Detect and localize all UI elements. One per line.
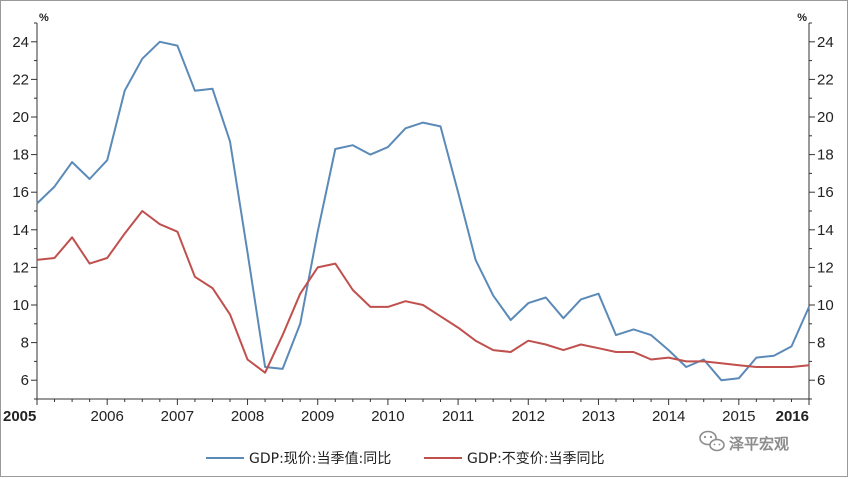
y-unit-label-left: %: [39, 12, 49, 24]
x-tick-label: 2012: [512, 408, 545, 425]
legend-label-1: GDP:现价:当季值:同比: [249, 451, 391, 467]
y-tick-label-left: 22: [12, 71, 29, 88]
y-tick-label-right: 20: [817, 109, 834, 126]
x-tick-label: 2006: [90, 408, 123, 425]
y-tick-label-right: 8: [817, 335, 825, 352]
series-line-2: [36, 210, 810, 374]
series-line-1: [36, 40, 810, 382]
y-tick-label-right: 16: [817, 184, 834, 201]
x-tick-label: 2005: [3, 408, 36, 425]
y-tick-label-left: 8: [21, 335, 29, 352]
x-tick-label: 2011: [442, 408, 474, 425]
x-tick-label: 2013: [582, 408, 615, 425]
wechat-icon: [699, 430, 725, 452]
y-tick-label-right: 6: [817, 372, 825, 389]
x-tick-label: 2014: [652, 408, 685, 425]
x-tick-label: 2015: [722, 408, 755, 425]
y-tick-label-left: 24: [12, 34, 29, 51]
y-tick-label-left: 20: [12, 109, 29, 126]
axes: 6 6 8 8 10 10 12 12 14 14 16 16 18 18 20 20 22 22 24 24% % 20…: [3, 12, 834, 425]
y-tick-label-left: 14: [12, 222, 29, 239]
y-tick-label-right: 22: [817, 71, 834, 88]
y-tick-label-left: 18: [12, 147, 29, 164]
x-tick-label: 2010: [371, 408, 404, 425]
y-tick-label-right: 12: [817, 259, 834, 276]
y-tick-label-right: 10: [817, 297, 834, 314]
y-tick-label-right: 24: [817, 34, 834, 51]
x-tick-label: 2016: [776, 408, 809, 425]
y-unit-label-right: %: [797, 12, 807, 24]
y-tick-label-right: 14: [817, 222, 834, 239]
legend-label-2: GDP:不变价:当季同比: [467, 451, 605, 467]
y-tick-label-left: 6: [21, 372, 29, 389]
watermark: 泽平宏观: [699, 430, 789, 453]
y-tick-label-left: 10: [12, 297, 29, 314]
x-tick-label: 2007: [161, 408, 194, 425]
y-tick-label-left: 12: [12, 259, 29, 276]
y-tick-label-right: 18: [817, 147, 834, 164]
watermark-text: 泽平宏观: [729, 435, 789, 453]
y-tick-label-left: 16: [12, 184, 29, 201]
x-tick-label: 2009: [301, 408, 334, 425]
x-tick-label: 2008: [231, 408, 264, 425]
legend: GDP:现价:当季值:同比 GDP:不变价:当季同比: [206, 451, 605, 467]
series-layer: [36, 40, 810, 382]
